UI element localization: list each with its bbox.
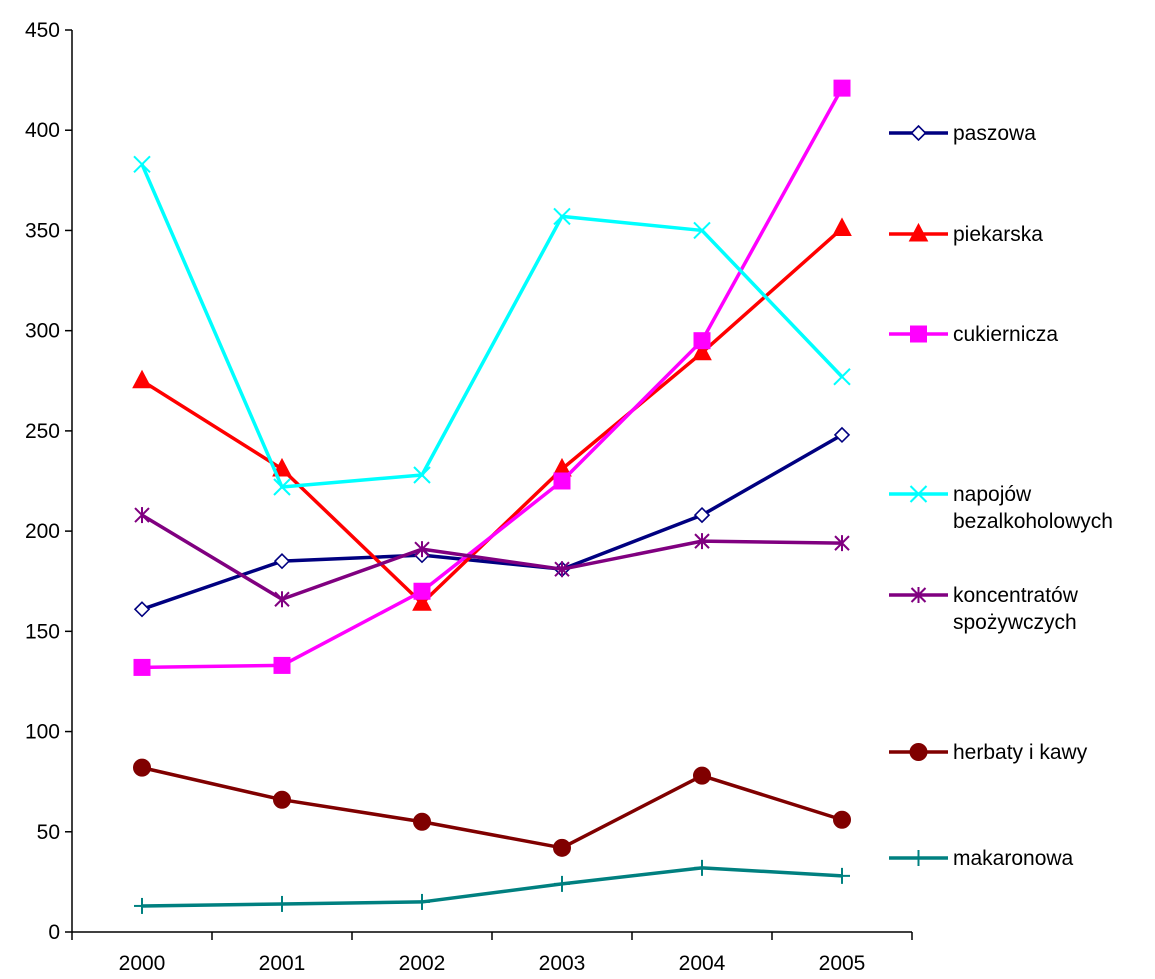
- series-line: [141, 87, 844, 670]
- legend-marker: [909, 743, 928, 761]
- series-1: [132, 217, 852, 611]
- legend-item: herbaty i kawy: [889, 741, 1088, 764]
- data-point: [414, 541, 430, 558]
- series-line: [141, 765, 843, 850]
- series-6: [134, 859, 850, 914]
- data-point: [693, 221, 711, 240]
- series-line: [141, 433, 843, 611]
- legend-item: makaronowa: [889, 847, 1074, 870]
- legend-item: paszowa: [889, 122, 1036, 145]
- x-tick-label: 2002: [399, 952, 446, 975]
- x-tick-label: 2001: [259, 952, 306, 975]
- legend-label: makaronowa: [953, 847, 1074, 870]
- data-point: [554, 875, 570, 892]
- data-point: [413, 812, 431, 831]
- legend-label: piekarska: [953, 223, 1043, 246]
- data-point: [133, 758, 151, 777]
- data-point: [414, 893, 430, 910]
- legend-label: cukiernicza: [953, 323, 1058, 346]
- data-point: [693, 332, 711, 350]
- series-5: [133, 758, 851, 857]
- legend-marker: [908, 222, 929, 242]
- series-line: [141, 227, 844, 606]
- data-point: [692, 341, 712, 361]
- series-layer: [132, 79, 852, 914]
- series-2: [133, 79, 851, 676]
- y-tick-label: 200: [25, 520, 60, 543]
- y-tick-label: 350: [25, 219, 60, 242]
- data-point: [272, 457, 292, 477]
- data-point: [273, 656, 291, 674]
- data-point: [132, 369, 152, 389]
- series-line: [140, 163, 844, 489]
- data-point: [694, 533, 710, 550]
- data-point: [833, 810, 851, 829]
- data-point: [133, 658, 151, 676]
- y-tick-label: 400: [25, 119, 60, 142]
- data-point: [273, 790, 291, 809]
- data-point: [694, 859, 710, 876]
- legend-marker: [910, 124, 927, 142]
- data-point: [553, 472, 571, 490]
- data-point: [834, 867, 850, 884]
- legend-item: piekarska: [889, 222, 1043, 246]
- data-point: [133, 155, 151, 174]
- data-point: [413, 582, 431, 600]
- x-tick-label: 2003: [539, 952, 586, 975]
- y-tick-label: 450: [25, 19, 60, 42]
- y-tick-label: 250: [25, 420, 60, 443]
- data-point: [273, 478, 291, 496]
- data-point: [833, 368, 851, 386]
- data-point: [832, 217, 852, 236]
- data-point: [693, 766, 711, 785]
- x-tick-label: 2000: [119, 952, 166, 975]
- data-point: [833, 79, 851, 97]
- data-point: [553, 838, 571, 857]
- series-3: [133, 155, 851, 496]
- data-point: [412, 592, 432, 611]
- legend-label: koncentratów spożywczych: [953, 584, 1079, 634]
- series-line: [141, 513, 843, 602]
- series-line: [141, 866, 843, 908]
- x-tick-label: 2005: [819, 952, 866, 975]
- legend-marker: [910, 850, 927, 866]
- y-tick-label: 150: [25, 620, 60, 643]
- data-point: [133, 601, 151, 618]
- data-point: [834, 535, 850, 552]
- y-tick-label: 50: [37, 821, 60, 844]
- y-tick-label: 300: [25, 320, 60, 343]
- y-tick-label: 100: [25, 721, 60, 744]
- legend-marker: [910, 325, 927, 343]
- legend-item: cukiernicza: [889, 323, 1058, 346]
- data-point: [273, 553, 291, 570]
- legend-label: herbaty i kawy: [953, 741, 1088, 764]
- data-point: [554, 561, 570, 578]
- data-point: [693, 506, 711, 524]
- axes: 0 50 100 150 200 250 300 350 400 450 2000 2001 2002 2…: [25, 19, 913, 975]
- data-point: [134, 897, 150, 914]
- legend-marker: [909, 485, 928, 503]
- y-tick-label: 0: [48, 921, 60, 944]
- legend-marker: [910, 587, 927, 603]
- series-0: [133, 426, 851, 618]
- data-point: [274, 895, 290, 912]
- series-4: [134, 507, 850, 608]
- data-point: [553, 207, 571, 226]
- legend-label: napojów bezalkoholowych: [953, 483, 1113, 533]
- legend-item: napojów bezalkoholowych: [889, 483, 1113, 533]
- legend-item: koncentratów spożywczych: [889, 584, 1079, 634]
- data-point: [134, 507, 150, 524]
- legend-label: paszowa: [953, 122, 1036, 145]
- data-point: [833, 426, 851, 444]
- x-tick-label: 2004: [679, 952, 726, 975]
- data-point: [413, 466, 431, 484]
- legend: paszowa piekarska cukiernicza napojów bezalk…: [889, 122, 1113, 870]
- data-point: [274, 591, 290, 608]
